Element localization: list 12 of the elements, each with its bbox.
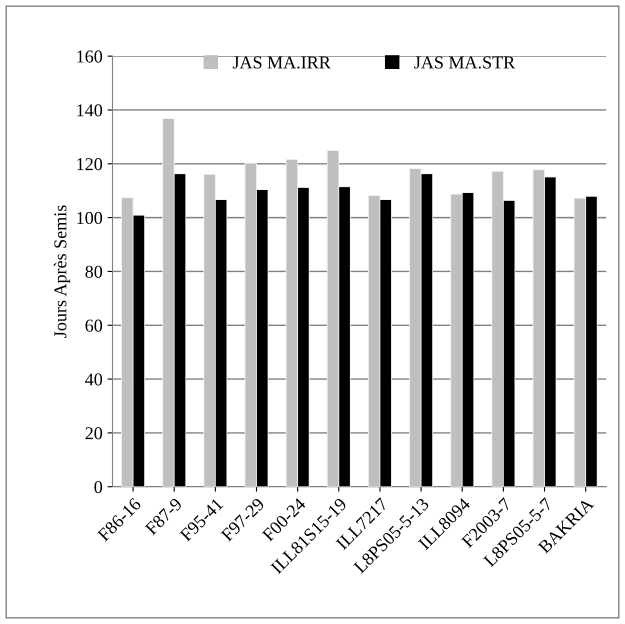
y-tick-label: 100 (77, 212, 102, 224)
y-tick-label: 20 (86, 427, 102, 440)
y-tick-label: 140 (77, 104, 102, 116)
y-tick-label: 120 (77, 158, 102, 170)
y-tick-label: 60 (86, 320, 102, 332)
legend-label: JAS MA.STR (414, 56, 516, 69)
y-tick-label: 0 (94, 480, 102, 494)
y-tick-label: 160 (77, 50, 102, 63)
y-axis-title: Jours Après Semis (54, 205, 70, 338)
legend-label: JAS MA.IRR (232, 56, 331, 69)
y-tick-label: 40 (85, 373, 102, 386)
y-tick-label: 80 (85, 266, 102, 278)
